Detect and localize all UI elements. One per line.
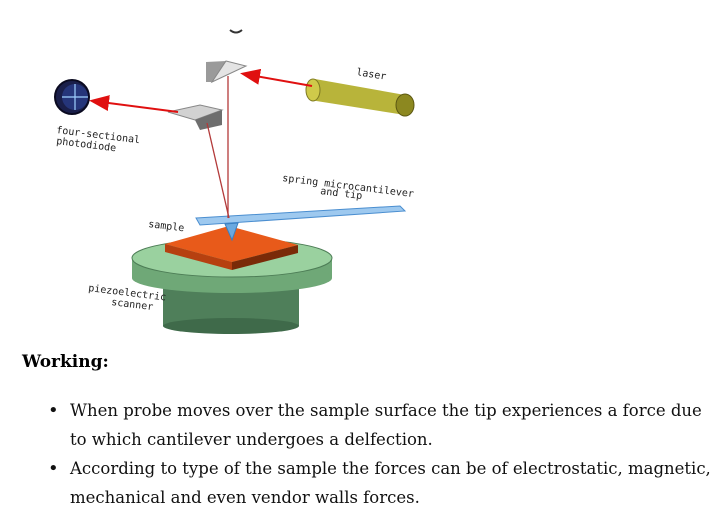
bullet-item: According to type of the sample the forc… — [48, 454, 716, 512]
cantilever-label-line2: and tip — [320, 186, 363, 202]
spring-microcantilever — [195, 205, 407, 242]
sample-slab — [165, 226, 298, 270]
section-heading: Working: — [22, 352, 109, 372]
scanner-label-line2: scanner — [111, 297, 154, 313]
laser-icon — [305, 78, 415, 117]
laser-beam — [89, 68, 313, 219]
laser-label: laser — [356, 67, 387, 83]
sample-label: sample — [148, 219, 185, 234]
bullet-item: When probe moves over the sample surface… — [48, 396, 716, 454]
lower-mirror-icon — [167, 104, 224, 130]
afm-diagram: laser four-sectional photodiode spring m… — [54, 29, 415, 334]
bullet-list: When probe moves over the sample surface… — [48, 396, 716, 512]
cropped-text-fragment — [229, 29, 243, 34]
photodiode-icon — [54, 79, 90, 115]
top-mirror-icon — [206, 60, 248, 84]
